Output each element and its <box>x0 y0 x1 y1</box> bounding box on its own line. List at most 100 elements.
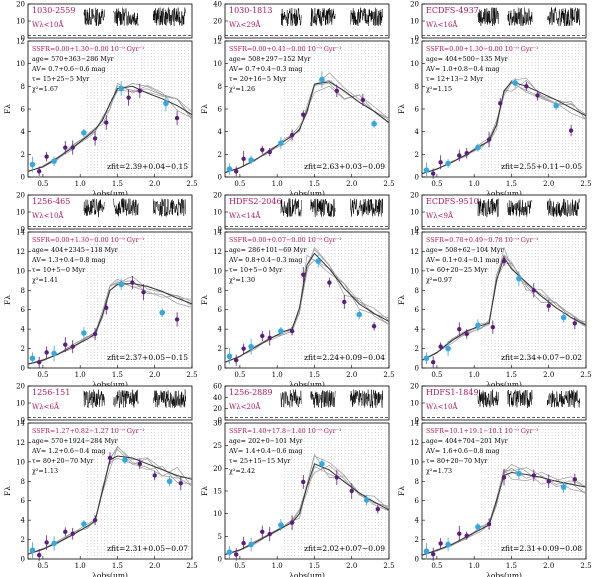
sed-y-tick-label: 15 <box>213 488 222 496</box>
photometry-point <box>267 149 272 155</box>
model-photometry-point <box>423 548 430 555</box>
photometry-point <box>349 488 354 494</box>
object-id: 1256-2889 <box>229 388 272 397</box>
spectrum-y-tick-label: 20 <box>16 192 25 200</box>
sed-y-tick-label: 4 <box>21 128 26 136</box>
model-photometry-point <box>560 484 567 490</box>
photometry-point <box>327 280 332 285</box>
photometry-point <box>36 359 42 365</box>
x-tick-label: 2.0 <box>149 562 160 570</box>
sed-panel: 0 10 20 1030-2559 Wλ<10Å 0 2 4 6 8 10 12 0.5 1.0 1.5 2.… <box>3 1 198 199</box>
x-tick-label: 2.5 <box>186 371 197 379</box>
sed-y-tick-label: 4 <box>415 517 420 525</box>
x-axis-label: λobs(μm) <box>486 189 522 198</box>
fit-parameter-age: age= 508+62−104 Myr <box>426 246 504 254</box>
model-photometry-point <box>475 322 481 329</box>
fit-parameter-ssfr: SSFR=0.00+1.30−0.00 10⁻⁹ Gyr⁻¹ <box>426 45 539 53</box>
x-tick-label: 2.5 <box>383 562 394 570</box>
spectrum-y-tick-label: 20 <box>213 405 222 413</box>
sed-panel: 0 20 40 1030-1813 Wλ<29Å 0 2 4 6 8 10 12 0.5 1.0 1.5 2.… <box>200 1 395 199</box>
model-photometry-point <box>51 158 57 164</box>
fit-parameter-tau: τ= 80+20−70 Myr <box>32 457 94 465</box>
fit-parameter-tau: τ= 10+5−0 Myr <box>229 266 283 274</box>
photometry-point <box>568 128 574 133</box>
photometry-point <box>141 290 146 295</box>
sed-frame <box>421 40 587 178</box>
x-tick-label: 2.5 <box>580 180 591 188</box>
fit-parameter-chi2: χ²=0.97 <box>426 276 452 284</box>
x-tick-label: 0.5 <box>431 180 442 188</box>
x-tick-label: 0.5 <box>431 371 442 379</box>
sed-y-tick-label: 0 <box>218 174 222 182</box>
photometry-point <box>104 120 109 125</box>
model-photometry-point <box>166 478 173 485</box>
zfit-label: zfit=2.31+0.09−0.08 <box>501 544 582 553</box>
sed-panel: 0 10 20 HDFS2-2046 Wλ<14Å 0 2 4 6 8 10 12 14 0.5 1.0 1.… <box>200 192 395 390</box>
x-tick-label: 1.5 <box>112 180 123 188</box>
sed-y-tick-label: 0 <box>415 174 419 182</box>
zfit-label: zfit=2.37+0.05−0.15 <box>107 353 188 362</box>
sed-y-tick-label: 12 <box>16 439 25 447</box>
photometry-point <box>360 97 366 103</box>
sed-y-tick-label: 30 <box>213 420 222 428</box>
photometry-point <box>457 153 462 158</box>
fit-parameter-chi2: χ²=1.15 <box>426 85 452 93</box>
model-photometry-point <box>516 470 522 477</box>
model-photometry-point <box>29 161 36 168</box>
best-fit-model <box>27 85 193 172</box>
sed-y-tick-label: 10 <box>410 458 419 466</box>
photometry-point <box>334 88 340 94</box>
x-tick-label: 0.5 <box>234 562 245 570</box>
zfit-label: zfit=2.63+0.03−0.09 <box>304 162 385 171</box>
photometry-point <box>486 137 492 142</box>
photometry-point <box>457 531 462 536</box>
x-axis-label: λobs(μm) <box>486 571 522 577</box>
fit-parameter-chi2: χ²=1.13 <box>32 467 58 475</box>
x-tick-label: 0.5 <box>37 371 48 379</box>
spectrum-y-tick-label: 0 <box>415 417 419 425</box>
x-tick-label: 1.5 <box>309 180 320 188</box>
sed-y-tick-label: 8 <box>21 478 25 486</box>
sed-y-tick-label: 6 <box>21 497 26 505</box>
fit-parameter-av: AV= 0.7+0.6−0.6 mag <box>31 65 106 73</box>
photometry-point <box>63 529 68 534</box>
zfit-label: zfit=2.39+0.04−0.15 <box>107 162 188 171</box>
model-photometry-point <box>423 355 430 362</box>
best-fit-model <box>224 463 390 555</box>
photometry-point <box>267 335 272 341</box>
fit-parameter-tau: τ= 20+16−5 Myr <box>229 75 287 83</box>
photometry-point <box>92 331 98 337</box>
x-tick-label: 1.5 <box>506 180 517 188</box>
grism-spectrum <box>280 389 383 409</box>
x-tick-label: 2.0 <box>346 371 357 379</box>
object-id: ECDFS-9510 <box>426 197 479 206</box>
object-id: 1256-465 <box>32 197 70 206</box>
fit-parameter-ssfr: SSFR=10.1+19.1−10.1 10⁻⁹ Gyr⁻¹ <box>426 427 539 435</box>
y-axis-label: Fλ <box>3 486 12 496</box>
fit-parameter-age: age= 404+704−201 Myr <box>426 437 509 445</box>
photometry-point <box>464 533 469 538</box>
model-photometry-point <box>29 355 36 362</box>
fit-parameter-av: AV= 0.1+0.4−0.1 mag <box>425 256 500 264</box>
photometry-point <box>430 171 436 176</box>
x-tick-label: 1.0 <box>469 371 480 379</box>
spectrum-y-tick-label: 60 <box>213 383 222 391</box>
ew-limit-label: Wλ<10Å <box>426 402 458 411</box>
x-axis-label: λobs(μm) <box>92 571 128 577</box>
photometry-point <box>334 475 340 480</box>
model-photometry-point <box>445 160 451 167</box>
x-tick-label: 1.0 <box>75 371 86 379</box>
model-photometry-point <box>159 309 165 316</box>
x-tick-label: 2.0 <box>543 562 554 570</box>
x-tick-label: 1.5 <box>309 562 320 570</box>
y-axis-label: Fλ <box>397 486 406 496</box>
model-photometry-point <box>560 314 567 321</box>
model-photometry-point <box>512 80 518 86</box>
fit-parameter-chi2: χ²=1.30 <box>229 276 255 284</box>
sed-y-tick-label: 6 <box>415 306 420 314</box>
model-photometry-point <box>319 76 325 83</box>
zfit-label: zfit=2.31+0.05−0.07 <box>107 544 188 553</box>
sed-y-tick-label: 6 <box>21 306 26 314</box>
sed-y-tick-label: 12 <box>213 38 222 46</box>
model-photometry-point <box>81 330 87 336</box>
